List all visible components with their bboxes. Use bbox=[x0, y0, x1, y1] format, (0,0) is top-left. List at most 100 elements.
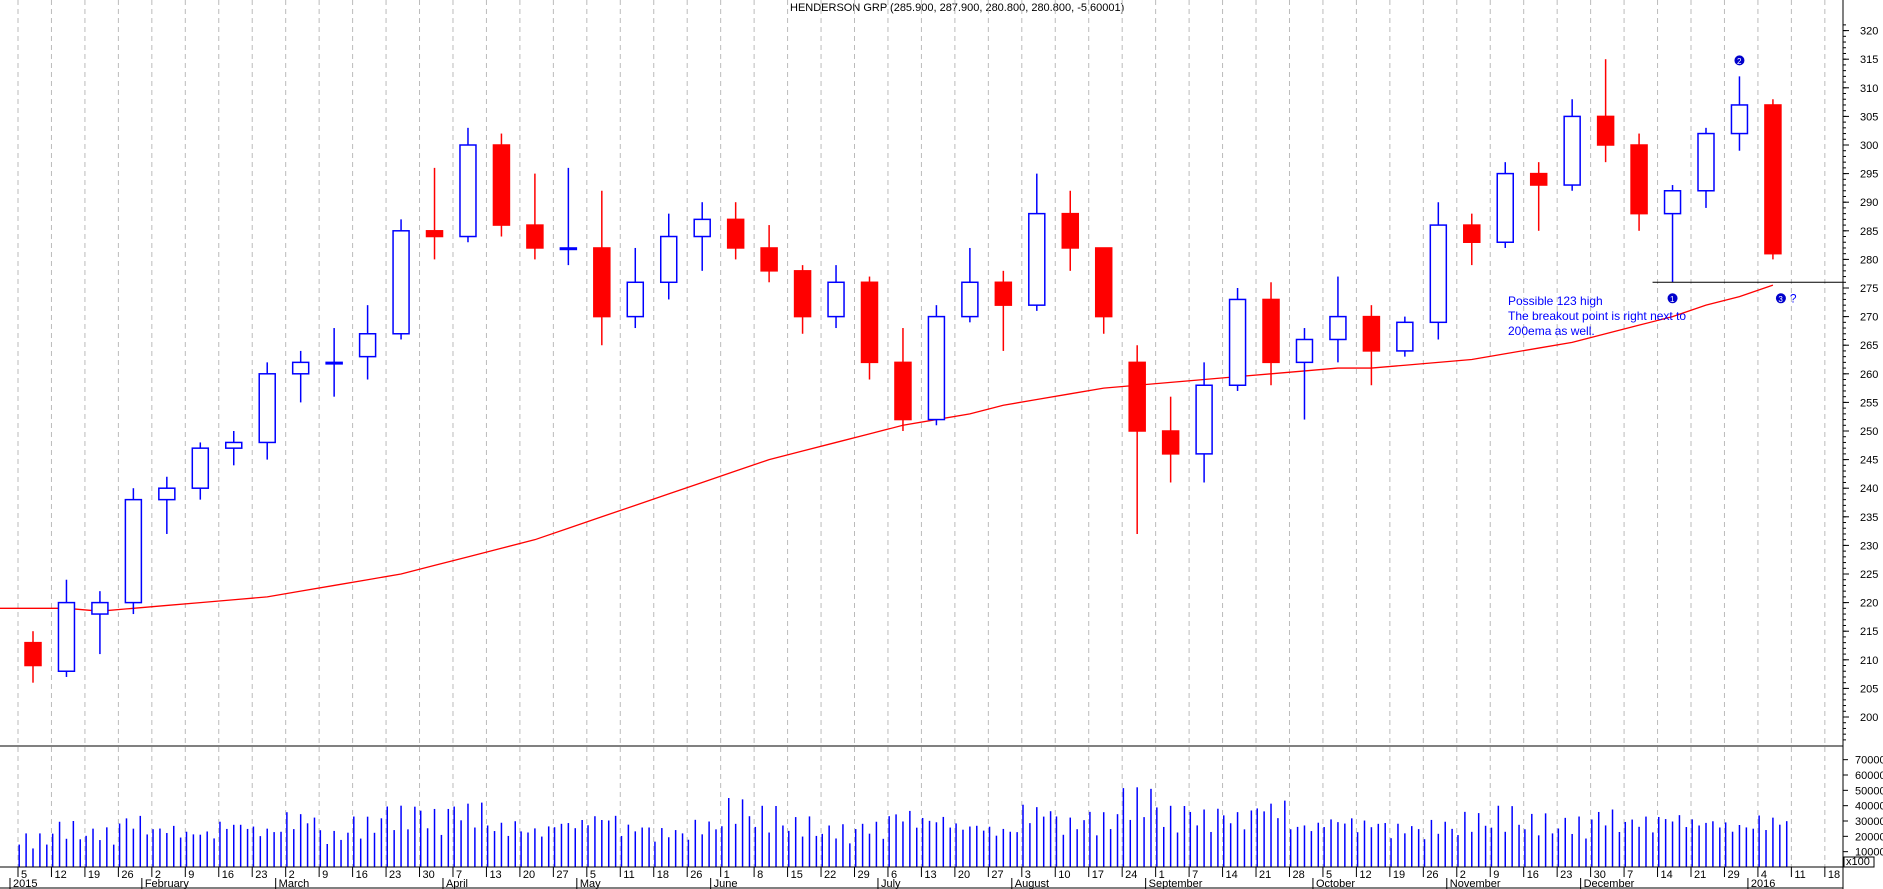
candle bbox=[325, 328, 343, 397]
candle bbox=[1663, 185, 1682, 283]
date-tick-label: 9 bbox=[322, 869, 328, 881]
candle-body bbox=[1195, 384, 1213, 455]
candle bbox=[1195, 362, 1213, 483]
date-tick-label: 5 bbox=[1326, 869, 1332, 881]
candle bbox=[626, 247, 645, 329]
date-tick-label: 18 bbox=[1828, 869, 1840, 881]
candle bbox=[225, 431, 243, 466]
candle-body bbox=[325, 361, 343, 365]
month-label: March bbox=[279, 878, 310, 889]
price-tick-label: 310 bbox=[1860, 83, 1878, 95]
candle bbox=[1295, 328, 1314, 420]
candle bbox=[1697, 127, 1715, 208]
candle-body bbox=[1028, 212, 1046, 306]
date-tick-label: 3 bbox=[1025, 869, 1031, 881]
month-label: June bbox=[714, 878, 738, 889]
date-tick-label: 19 bbox=[1393, 869, 1405, 881]
grid bbox=[17, 0, 1826, 867]
candle bbox=[1396, 316, 1414, 357]
candle-body bbox=[459, 144, 477, 238]
candle-body bbox=[1764, 104, 1782, 255]
candle bbox=[659, 213, 678, 300]
candle-body bbox=[1730, 104, 1749, 135]
candle bbox=[726, 202, 745, 260]
date-tick-label: 2 bbox=[155, 869, 161, 881]
candle-body bbox=[860, 281, 879, 364]
date-tick-label: 16 bbox=[356, 869, 368, 881]
candle-body bbox=[1663, 190, 1682, 215]
month-label: October bbox=[1316, 878, 1355, 889]
annotation-line-1: Possible 123 high bbox=[1508, 294, 1603, 308]
candle bbox=[1463, 213, 1481, 266]
candle-body bbox=[91, 601, 109, 615]
candle-body bbox=[24, 641, 42, 667]
date-tick-label: 23 bbox=[255, 869, 267, 881]
date-tick-label: 30 bbox=[423, 869, 435, 881]
candle bbox=[760, 225, 778, 283]
date-tick-label: 14 bbox=[1226, 869, 1238, 881]
candle bbox=[1496, 162, 1514, 248]
candle bbox=[1128, 345, 1146, 534]
candle-body bbox=[1529, 172, 1548, 186]
candle-body bbox=[593, 247, 611, 318]
candle-body bbox=[927, 315, 946, 421]
candle-body bbox=[1295, 338, 1314, 364]
date-tick-label: 13 bbox=[489, 869, 501, 881]
price-tick-label: 315 bbox=[1860, 54, 1878, 66]
date-tick-label: 20 bbox=[523, 869, 535, 881]
price-tick-label: 245 bbox=[1860, 455, 1878, 467]
candle bbox=[24, 631, 42, 683]
date-tick-label: 27 bbox=[991, 869, 1003, 881]
date-tick-label: 29 bbox=[1727, 869, 1739, 881]
candle bbox=[1764, 99, 1782, 260]
candle bbox=[860, 276, 879, 380]
candle bbox=[559, 167, 578, 266]
candle-body bbox=[626, 281, 645, 318]
candle-body bbox=[492, 144, 511, 226]
candle bbox=[91, 591, 109, 655]
candle bbox=[191, 442, 210, 500]
candle-body bbox=[258, 373, 276, 444]
month-label: May bbox=[580, 878, 601, 889]
candle bbox=[425, 167, 444, 260]
date-tick-label: 20 bbox=[958, 869, 970, 881]
candle-body bbox=[726, 218, 745, 249]
date-tick-label: 8 bbox=[757, 869, 763, 881]
price-tick-label: 250 bbox=[1860, 426, 1878, 438]
candle bbox=[492, 133, 511, 237]
candle-body bbox=[894, 361, 912, 421]
date-tick-label: 18 bbox=[657, 869, 669, 881]
candle bbox=[1730, 76, 1749, 151]
candle bbox=[1061, 190, 1080, 271]
candle-body bbox=[1630, 144, 1648, 215]
price-tick-label: 240 bbox=[1860, 483, 1878, 495]
candle bbox=[1028, 173, 1046, 311]
volume-layer bbox=[18, 787, 1788, 867]
candle-body bbox=[659, 235, 678, 284]
volume-tick-label: 60000 bbox=[1855, 770, 1883, 782]
price-tick-label: 255 bbox=[1860, 397, 1878, 409]
candle-body bbox=[1429, 224, 1448, 324]
price-tick-label: 210 bbox=[1860, 655, 1878, 667]
candle-body bbox=[1596, 115, 1615, 146]
candle-body bbox=[291, 361, 310, 375]
candle-body bbox=[1329, 315, 1347, 341]
candle-body bbox=[1161, 430, 1180, 455]
candle-body bbox=[793, 270, 812, 318]
price-tick-label: 220 bbox=[1860, 598, 1878, 610]
candle bbox=[124, 488, 143, 615]
candle bbox=[1094, 247, 1113, 334]
candle-body bbox=[1362, 315, 1381, 352]
candle-body bbox=[191, 447, 210, 489]
candle-body bbox=[392, 230, 410, 335]
date-tick-label: 9 bbox=[188, 869, 194, 881]
candles-layer bbox=[24, 59, 1782, 683]
volume-tick-label: 50000 bbox=[1855, 785, 1883, 797]
price-tick-label: 270 bbox=[1860, 312, 1878, 324]
marker-number: 1 bbox=[1670, 295, 1675, 304]
date-tick-label: 5 bbox=[21, 869, 27, 881]
candle bbox=[693, 202, 711, 271]
volume-unit-box bbox=[1843, 856, 1875, 868]
month-label: September bbox=[1149, 878, 1203, 889]
candle-body bbox=[559, 247, 578, 251]
